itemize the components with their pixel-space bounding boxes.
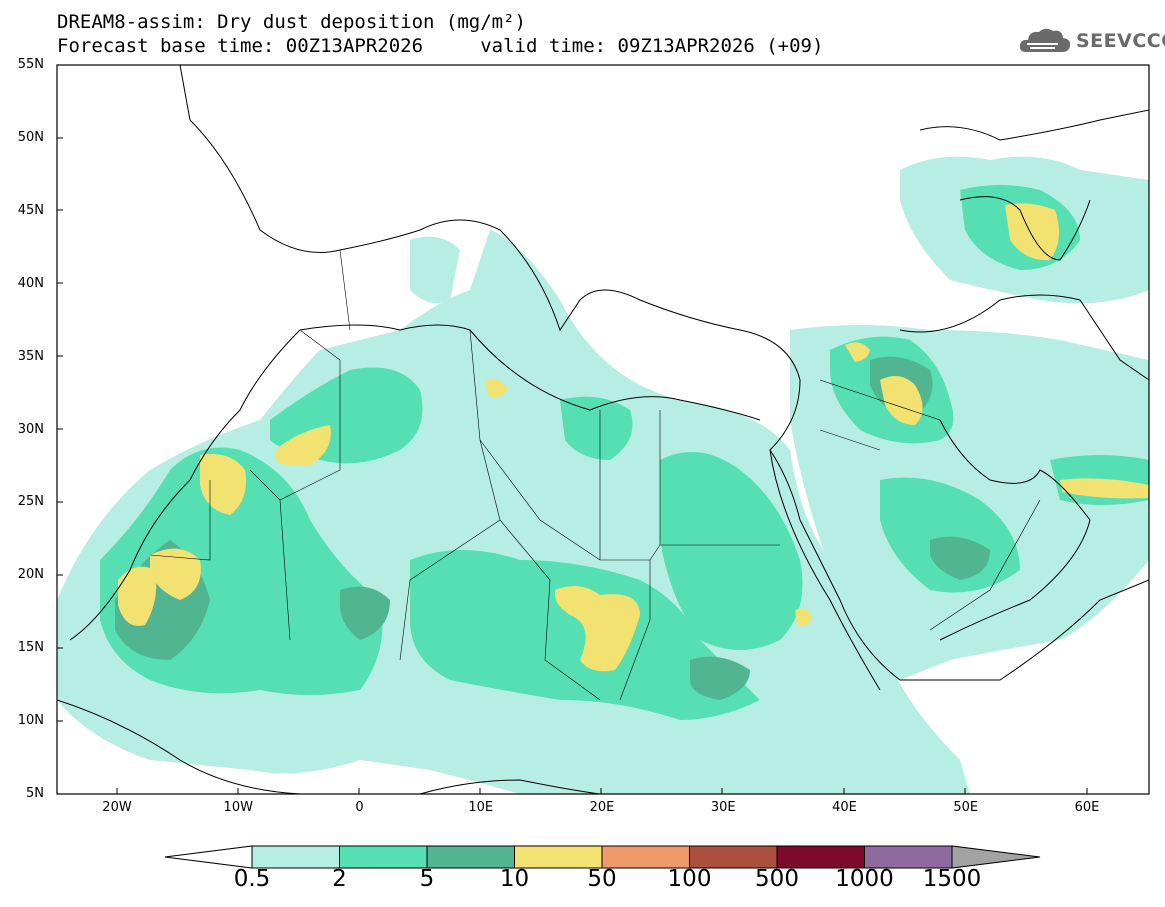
lat-label: 55N bbox=[17, 57, 44, 72]
lat-label: 35N bbox=[17, 348, 44, 364]
axis-ticks bbox=[57, 64, 1088, 795]
lon-label: 40E bbox=[832, 800, 857, 815]
colorbar-upper-arrow bbox=[951, 845, 1041, 869]
lat-label: 45N bbox=[17, 202, 44, 218]
colorbar-tick-label: 100 bbox=[667, 866, 712, 892]
colorbar-tick-label: 2 bbox=[332, 866, 347, 892]
lat-label: 15N bbox=[17, 640, 44, 656]
colorbar-swatch bbox=[601, 845, 690, 869]
lat-label: 40N bbox=[17, 275, 44, 291]
colorbar-tick-label: 1500 bbox=[922, 866, 982, 892]
colorbar-lower-arrow bbox=[164, 845, 253, 869]
lon-label: 30E bbox=[710, 800, 736, 815]
lon-label: 10E bbox=[468, 800, 494, 815]
lon-label: 60E bbox=[1074, 800, 1100, 815]
chart-subtitle: Forecast base time: 00Z13APR2026 valid t… bbox=[57, 35, 824, 57]
cloud-icon bbox=[1019, 28, 1071, 52]
colorbar-swatch bbox=[776, 845, 865, 869]
lat-label: 10N bbox=[17, 713, 44, 729]
lat-label: 20N bbox=[17, 567, 44, 583]
chart-title: DREAM8-assim: Dry dust deposition (mg/m²… bbox=[57, 11, 526, 33]
country-borders bbox=[149, 249, 1041, 701]
colorbar-swatch bbox=[426, 845, 515, 869]
colorbar-tick-label: 10 bbox=[499, 866, 530, 892]
lon-label: 20W bbox=[102, 800, 132, 815]
lon-label: 0 bbox=[355, 800, 364, 815]
lat-label: 50N bbox=[17, 129, 44, 145]
coastlines bbox=[57, 65, 1149, 794]
deposition-class-10 bbox=[118, 203, 1149, 672]
logo-text: SEEVCCC bbox=[1076, 30, 1165, 52]
colorbar-tick-label: 500 bbox=[755, 866, 799, 892]
lat-label: 5N bbox=[26, 786, 44, 801]
lon-label: 50E bbox=[953, 800, 979, 815]
colorbar-swatch bbox=[339, 845, 428, 869]
colorbar-tick-label: 50 bbox=[587, 866, 617, 892]
colorbar-swatch bbox=[689, 845, 778, 869]
lon-label: 20E bbox=[589, 800, 615, 815]
lat-label: 25N bbox=[17, 494, 44, 510]
colorbar-swatch bbox=[864, 845, 953, 869]
colorbar-tick-label: 1000 bbox=[835, 866, 894, 892]
colorbar-swatch bbox=[514, 845, 603, 869]
colorbar-swatch bbox=[251, 845, 340, 869]
colorbar-tick-label: 0.5 bbox=[233, 866, 271, 892]
deposition-field bbox=[57, 65, 1149, 794]
lat-label: 30N bbox=[17, 421, 44, 437]
lon-label: 10W bbox=[223, 800, 253, 815]
colorbar-tick-label: 5 bbox=[419, 866, 435, 892]
seevccc-logo: SEEVCCC bbox=[1018, 26, 1165, 56]
